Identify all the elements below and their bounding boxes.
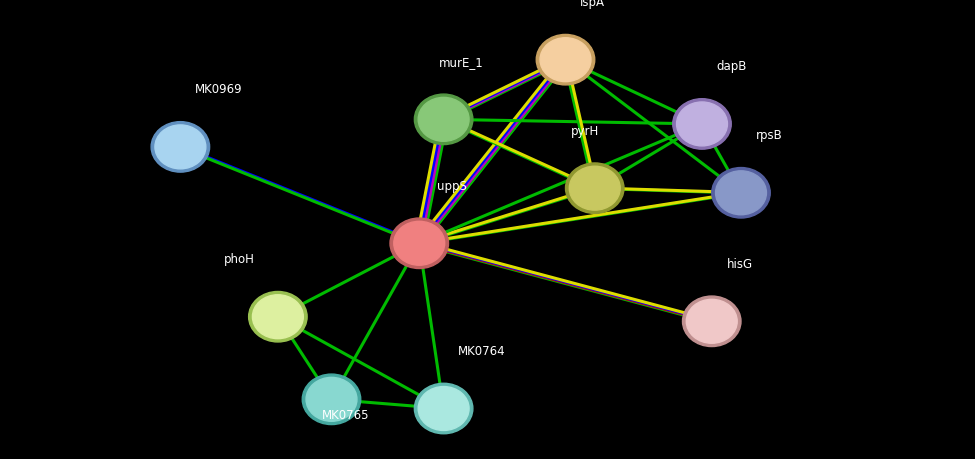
Ellipse shape <box>414 383 473 434</box>
Text: murE_1: murE_1 <box>439 56 484 69</box>
Ellipse shape <box>253 295 303 339</box>
Text: MK0969: MK0969 <box>195 84 243 96</box>
Ellipse shape <box>682 296 741 347</box>
Text: lspA: lspA <box>580 0 605 9</box>
Ellipse shape <box>686 299 737 343</box>
Ellipse shape <box>151 122 210 172</box>
Text: phoH: phoH <box>224 253 255 266</box>
Ellipse shape <box>302 374 361 425</box>
Ellipse shape <box>306 377 357 421</box>
Ellipse shape <box>716 171 766 215</box>
Ellipse shape <box>569 166 620 210</box>
Text: hisG: hisG <box>726 258 753 271</box>
Ellipse shape <box>540 38 591 82</box>
Ellipse shape <box>394 221 445 265</box>
Ellipse shape <box>712 168 770 218</box>
Text: MK0765: MK0765 <box>322 409 370 421</box>
Text: uppS: uppS <box>437 180 467 193</box>
Ellipse shape <box>536 34 595 85</box>
Text: dapB: dapB <box>717 61 747 73</box>
Text: rpsB: rpsB <box>756 129 782 142</box>
Ellipse shape <box>155 125 206 169</box>
Ellipse shape <box>418 97 469 141</box>
Text: MK0764: MK0764 <box>458 345 506 358</box>
Text: pyrH: pyrH <box>570 125 599 138</box>
Ellipse shape <box>414 94 473 145</box>
Ellipse shape <box>677 102 727 146</box>
Ellipse shape <box>390 218 448 269</box>
Ellipse shape <box>249 291 307 342</box>
Ellipse shape <box>418 386 469 431</box>
Ellipse shape <box>566 163 624 213</box>
Ellipse shape <box>673 99 731 149</box>
